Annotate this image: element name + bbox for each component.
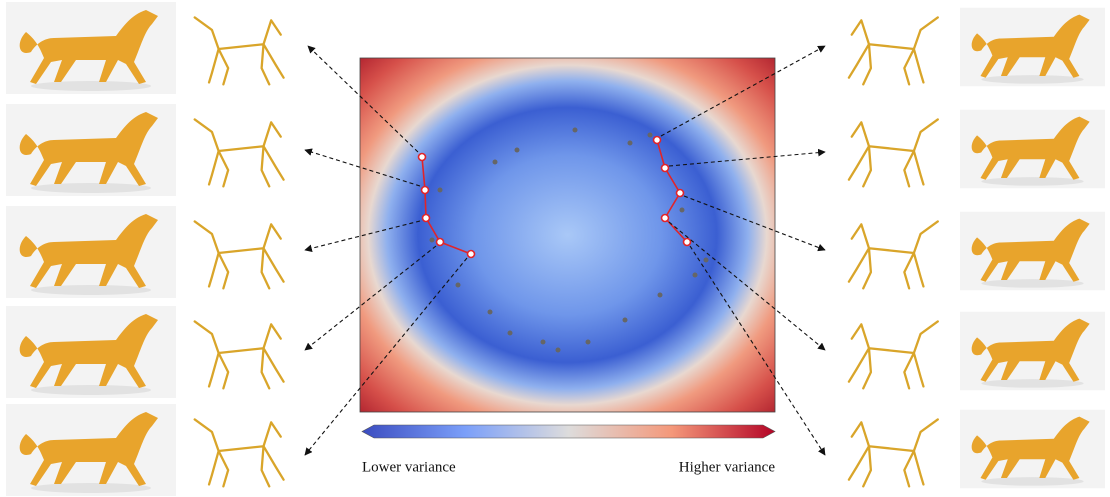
- skeleton: [193, 118, 285, 188]
- horse-render: [6, 404, 176, 496]
- horse-render: [6, 206, 176, 298]
- horse-render: [6, 104, 176, 196]
- latent-points: [429, 127, 709, 353]
- skeleton: [193, 220, 285, 290]
- colorbar: [361, 424, 776, 439]
- skeleton: [847, 320, 939, 390]
- skeleton: [847, 16, 939, 86]
- skeleton: [847, 418, 939, 488]
- left-trajectory: [417, 152, 476, 259]
- colorbar-high-label: Higher variance: [679, 459, 776, 475]
- horse-render: [6, 2, 176, 94]
- skeleton: [193, 418, 285, 488]
- horse-render: [960, 311, 1105, 391]
- horse-render: [960, 109, 1105, 189]
- skeleton: [847, 220, 939, 290]
- skeleton: [847, 118, 939, 188]
- horse-render: [960, 409, 1105, 489]
- skeleton: [193, 16, 285, 86]
- skeleton: [193, 320, 285, 390]
- connector-arrows: [304, 45, 826, 456]
- colorbar-low-label: Lower variance: [362, 459, 456, 475]
- variance-heatmap: [359, 57, 776, 413]
- horse-render: [6, 306, 176, 398]
- horse-render: [960, 7, 1105, 87]
- horse-render: [960, 211, 1105, 291]
- right-trajectory: [652, 135, 692, 247]
